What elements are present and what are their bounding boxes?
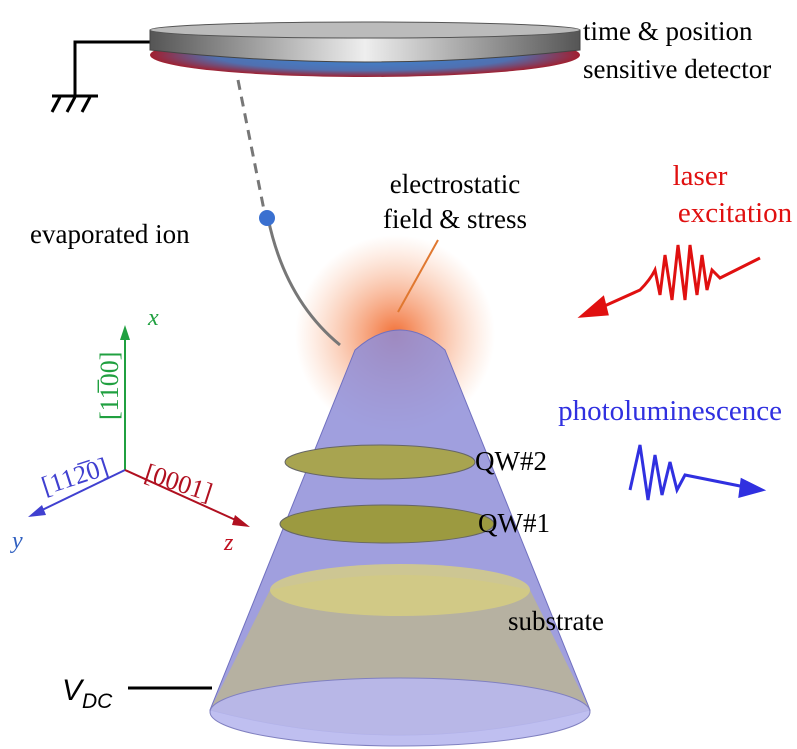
axis-label: z [223, 530, 234, 556]
laser-label: excitation [678, 197, 793, 229]
specimen-tip [209, 329, 591, 747]
voltage-label: VDC [62, 674, 113, 713]
laser-label: laser [673, 160, 728, 192]
ion-path [266, 217, 341, 347]
layer-label: QW#2 [475, 446, 547, 476]
layer-label: QW#1 [478, 508, 550, 538]
ion-label: evaporated ion [30, 219, 190, 249]
axis-direction: [0001] [141, 458, 216, 507]
ion [259, 210, 275, 226]
detector-label: sensitive detector [583, 54, 771, 84]
ground-symbol [50, 40, 152, 113]
layer-label: substrate [508, 606, 604, 636]
detector-label: time & position [583, 16, 753, 46]
pl-label: photoluminescence [558, 395, 782, 427]
voltage-symbol: V [62, 674, 85, 707]
axis-direction: [11̅00] [95, 352, 124, 420]
laser-arrow [577, 244, 761, 318]
pointer-line [397, 239, 439, 313]
field-label: field & stress [383, 204, 527, 234]
ion-path [236, 79, 267, 216]
axis-label: y [10, 528, 23, 554]
pl-arrow [628, 444, 767, 501]
voltage-subscript: DC [82, 690, 113, 713]
axes [28, 325, 250, 527]
field-label: electrostatic [390, 169, 520, 199]
detector [149, 21, 581, 77]
axis-label: x [147, 305, 159, 331]
